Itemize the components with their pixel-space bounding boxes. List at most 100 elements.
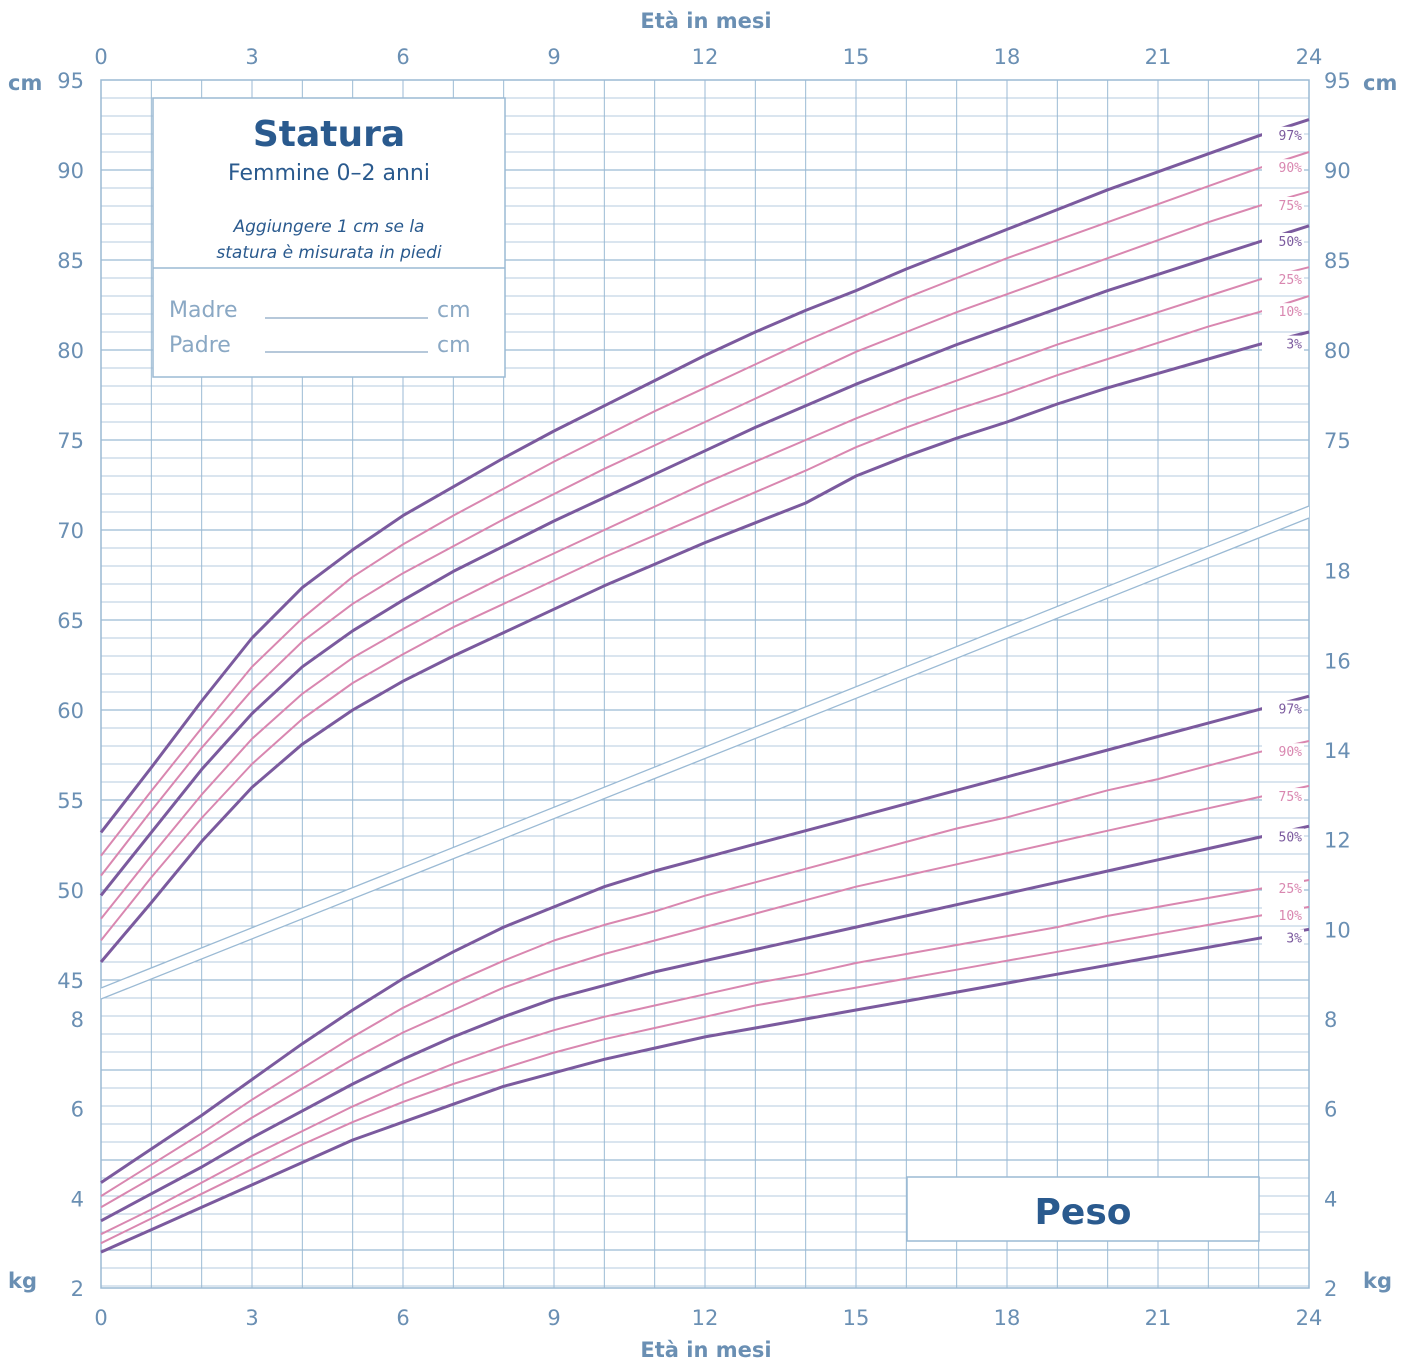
height-note-line1: Aggiungere 1 cm se la bbox=[233, 217, 425, 237]
x-tick-label-top: 3 bbox=[245, 45, 258, 69]
weight-info-box-bg bbox=[906, 1176, 1260, 1242]
weight-percentile-label: 97% bbox=[1279, 703, 1303, 718]
x-tick-label-bottom: 3 bbox=[245, 1306, 258, 1330]
weight-tick-label-right: 2 bbox=[1324, 1277, 1337, 1301]
weight-percentile-label: 3% bbox=[1286, 931, 1302, 946]
weight-percentile-label: 10% bbox=[1279, 909, 1303, 924]
weight-tick-label-right: 16 bbox=[1324, 649, 1351, 673]
x-tick-label-bottom: 12 bbox=[692, 1306, 719, 1330]
height-curves bbox=[99, 118, 1310, 963]
weight-label-bg bbox=[1262, 929, 1304, 947]
weight-percentile-label: 25% bbox=[1279, 882, 1303, 897]
chart-divider bbox=[100, 505, 1310, 1000]
weight-tick-label-left: 2 bbox=[71, 1277, 84, 1301]
weight-percentile-label: 90% bbox=[1279, 745, 1303, 760]
height-tick-label-left: 55 bbox=[57, 789, 84, 813]
mother-label: Madre bbox=[169, 298, 238, 323]
height-percentile-label: 50% bbox=[1279, 235, 1303, 250]
father-label: Padre bbox=[169, 333, 231, 358]
height-percentile-label: 25% bbox=[1279, 273, 1303, 288]
weight-curves bbox=[100, 694, 1310, 1254]
axis-ticks: 0033669912121515181821212424455055606570… bbox=[57, 45, 1350, 1330]
x-tick-label-bottom: 0 bbox=[94, 1306, 107, 1330]
x-tick-label-bottom: 6 bbox=[396, 1306, 409, 1330]
mother-unit: cm bbox=[437, 298, 471, 323]
x-tick-label-top: 9 bbox=[547, 45, 560, 69]
weight-tick-label-right: 18 bbox=[1324, 560, 1351, 584]
weight-tick-label-right: 12 bbox=[1324, 829, 1351, 853]
x-tick-label-top: 18 bbox=[994, 45, 1021, 69]
weight-curve-97p bbox=[100, 694, 1310, 1184]
height-label-bg bbox=[1262, 126, 1304, 144]
weight-tick-label-left: 6 bbox=[71, 1098, 84, 1122]
weight-label-bg bbox=[1262, 906, 1304, 924]
weight-curve-50p bbox=[100, 824, 1310, 1223]
x-tick-label-bottom: 24 bbox=[1296, 1306, 1323, 1330]
height-curve-90p bbox=[100, 151, 1310, 857]
x-tick-label-bottom: 9 bbox=[547, 1306, 560, 1330]
x-axis-title-bottom: Età in mesi bbox=[640, 1338, 771, 1362]
height-note-line2: statura è misurata in piedi bbox=[216, 243, 442, 263]
height-info-box-bg bbox=[152, 97, 506, 378]
height-tick-label-left: 95 bbox=[57, 69, 84, 93]
weight-tick-label-right: 8 bbox=[1324, 1008, 1337, 1032]
height-percentile-label: 10% bbox=[1279, 305, 1303, 320]
height-curve-25p bbox=[100, 266, 1310, 920]
x-axis-title-top: Età in mesi bbox=[640, 9, 771, 33]
weight-label-bg bbox=[1262, 828, 1304, 846]
height-percentile-label: 3% bbox=[1286, 338, 1302, 353]
height-tick-label-left: 60 bbox=[57, 699, 84, 723]
weight-tick-label-right: 10 bbox=[1324, 918, 1351, 942]
x-tick-label-bottom: 18 bbox=[994, 1306, 1021, 1330]
weight-percentile-label: 75% bbox=[1279, 790, 1303, 805]
x-tick-label-top: 6 bbox=[396, 45, 409, 69]
weight-curve-75p bbox=[100, 784, 1310, 1209]
height-tick-label-right: 75 bbox=[1324, 429, 1351, 453]
divider-band bbox=[101, 506, 1309, 999]
x-tick-label-top: 0 bbox=[94, 45, 107, 69]
divider-line-lower bbox=[100, 517, 1310, 1000]
height-chart-title: Statura bbox=[253, 114, 405, 155]
height-label-bg bbox=[1262, 303, 1304, 321]
height-percentile-label: 97% bbox=[1279, 129, 1303, 144]
x-tick-label-top: 24 bbox=[1296, 45, 1323, 69]
x-tick-label-top: 21 bbox=[1145, 45, 1172, 69]
weight-label-bg bbox=[1262, 879, 1304, 897]
height-tick-label-left: 80 bbox=[57, 339, 84, 363]
weight-curve-3p bbox=[100, 927, 1310, 1254]
height-tick-label-left: 75 bbox=[57, 429, 84, 453]
weight-curve-90p bbox=[100, 740, 1310, 1197]
height-label-bg bbox=[1262, 270, 1304, 288]
weight-curve-25p bbox=[100, 879, 1310, 1236]
weight-label-bg bbox=[1262, 788, 1304, 806]
height-tick-label-left: 90 bbox=[57, 159, 84, 183]
father-unit: cm bbox=[437, 333, 471, 358]
weight-label-bg bbox=[1262, 743, 1304, 761]
height-label-bg bbox=[1262, 159, 1304, 177]
weight-label-bg bbox=[1262, 700, 1304, 718]
divider-line-upper bbox=[100, 505, 1310, 989]
height-tick-label-left: 70 bbox=[57, 519, 84, 543]
height-tick-label-right: 90 bbox=[1324, 159, 1351, 183]
weight-tick-label-left: 8 bbox=[71, 1008, 84, 1032]
unit-cm-left: cm bbox=[8, 71, 42, 95]
height-info-box: Statura Femmine 0–2 anni Aggiungere 1 cm… bbox=[152, 97, 506, 378]
unit-kg-left: kg bbox=[8, 1269, 37, 1293]
height-label-bg bbox=[1262, 233, 1304, 250]
weight-tick-label-right: 6 bbox=[1324, 1098, 1337, 1122]
height-curve-3p bbox=[99, 330, 1310, 963]
height-label-bg bbox=[1262, 335, 1304, 353]
unit-kg-right: kg bbox=[1363, 1269, 1392, 1293]
weight-percentile-labels: 3% 10% 25% 50% 75% 90% 97% bbox=[1262, 700, 1304, 947]
height-percentile-label: 75% bbox=[1279, 199, 1303, 214]
height-tick-label-right: 85 bbox=[1324, 249, 1351, 273]
height-tick-label-right: 80 bbox=[1324, 339, 1351, 363]
height-tick-label-left: 45 bbox=[57, 969, 84, 993]
weight-tick-label-left: 4 bbox=[71, 1187, 84, 1211]
height-tick-label-left: 85 bbox=[57, 249, 84, 273]
height-label-bg bbox=[1262, 197, 1304, 214]
weight-tick-label-right: 14 bbox=[1324, 739, 1351, 763]
x-tick-label-bottom: 21 bbox=[1145, 1306, 1172, 1330]
weight-tick-label-right: 4 bbox=[1324, 1187, 1337, 1211]
